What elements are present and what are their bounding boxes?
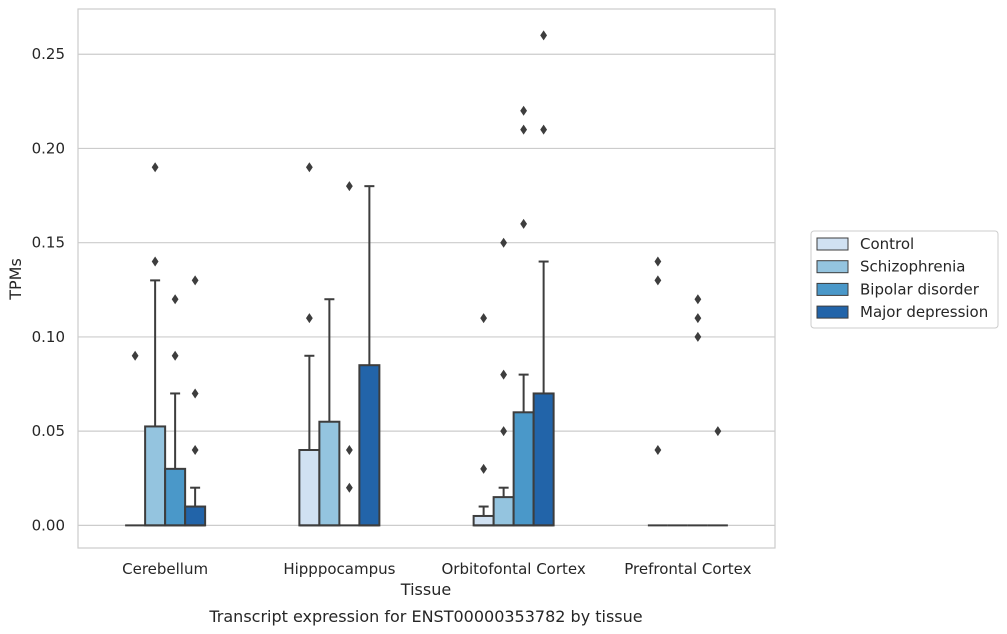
box-major-depression [358, 185, 381, 527]
outlier-point [654, 256, 662, 267]
box-iqr [358, 364, 381, 527]
outlier-point [345, 445, 353, 455]
outlier-point [191, 388, 199, 399]
y-tick-label: 0.10 [32, 328, 65, 346]
y-axis-label: TPMs [6, 258, 25, 301]
box-control [298, 354, 321, 527]
outlier-point [714, 426, 722, 437]
x-axis-label: Tissue [400, 580, 451, 599]
outlier-point [480, 463, 488, 474]
outlier-point [151, 256, 159, 267]
box-iqr [512, 411, 535, 527]
outlier-point [131, 350, 139, 361]
outlier-point [171, 294, 179, 305]
box-groups [125, 185, 728, 527]
legend-swatch [816, 237, 849, 251]
y-tick-labels: 0.00 0.05 0.10 0.15 0.20 0.25 [32, 45, 65, 534]
legend-label: Major depression [860, 303, 988, 321]
legend-frame [810, 230, 999, 329]
legend-label: Bipolar disorder [860, 280, 980, 298]
legend: Control Schizophrenia Bipolar disorder Majo… [810, 230, 999, 329]
legend-label: Schizophrenia [860, 258, 965, 276]
chart-caption: Transcript expression for ENST0000035378… [208, 607, 642, 626]
outlier-point [480, 313, 488, 324]
x-tick-label: Orbitofontal Cortex [442, 560, 586, 578]
outlier-point [151, 162, 159, 173]
box-schizophrenia [492, 486, 515, 527]
outlier-point [694, 313, 702, 324]
outlier-point [305, 162, 313, 173]
box-bipolar-disorder [512, 373, 535, 527]
legend-swatch [816, 282, 849, 296]
outlier-point [520, 105, 528, 116]
x-tick-label: Hipppocampus [283, 560, 395, 578]
outlier-point [191, 275, 199, 286]
box-iqr [492, 496, 515, 527]
box-iqr [298, 449, 321, 527]
outlier-point [654, 445, 662, 455]
outlier-point [694, 294, 702, 305]
outlier-point [520, 218, 528, 229]
box-bipolar-disorder [164, 392, 187, 527]
outlier-point [654, 275, 662, 286]
x-tick-labels: Cerebellum Hipppocampus Orbitofontal Corte… [122, 560, 751, 578]
x-tick-label: Prefrontal Cortex [624, 560, 751, 578]
plot-frame [77, 8, 776, 549]
box-iqr [184, 505, 207, 527]
outlier-point [191, 445, 199, 455]
y-tick-label: 0.05 [32, 422, 65, 440]
outlier-point [694, 331, 702, 342]
box-iqr [532, 392, 555, 527]
outlier-point [171, 350, 179, 361]
outlier-point [500, 237, 508, 248]
box-major-depression [532, 260, 555, 527]
outlier-points [131, 30, 722, 493]
legend-swatch [816, 305, 849, 319]
outlier-point [305, 313, 313, 324]
outlier-point [540, 30, 548, 41]
grid-lines [78, 53, 775, 526]
box-schizophrenia [318, 298, 341, 527]
y-tick-label: 0.25 [32, 45, 65, 63]
outlier-point [500, 369, 508, 380]
y-tick-label: 0.00 [32, 516, 65, 534]
legend-label: Control [860, 235, 914, 253]
outlier-point [540, 124, 548, 135]
legend-swatch [816, 260, 849, 274]
x-tick-label: Cerebellum [122, 560, 208, 578]
box-major-depression [184, 486, 207, 527]
box-control [472, 505, 495, 527]
outlier-point [345, 181, 353, 192]
y-tick-label: 0.15 [32, 234, 65, 252]
outlier-point [500, 426, 508, 437]
box-schizophrenia [144, 279, 167, 527]
legend-items: Control Schizophrenia Bipolar disorder Majo… [816, 235, 988, 321]
box-iqr [472, 514, 495, 527]
box-iqr [318, 420, 341, 527]
box-iqr [144, 425, 167, 527]
outlier-point [345, 482, 353, 493]
box-iqr [164, 467, 187, 527]
y-tick-label: 0.20 [32, 139, 65, 157]
outlier-point [520, 124, 528, 135]
